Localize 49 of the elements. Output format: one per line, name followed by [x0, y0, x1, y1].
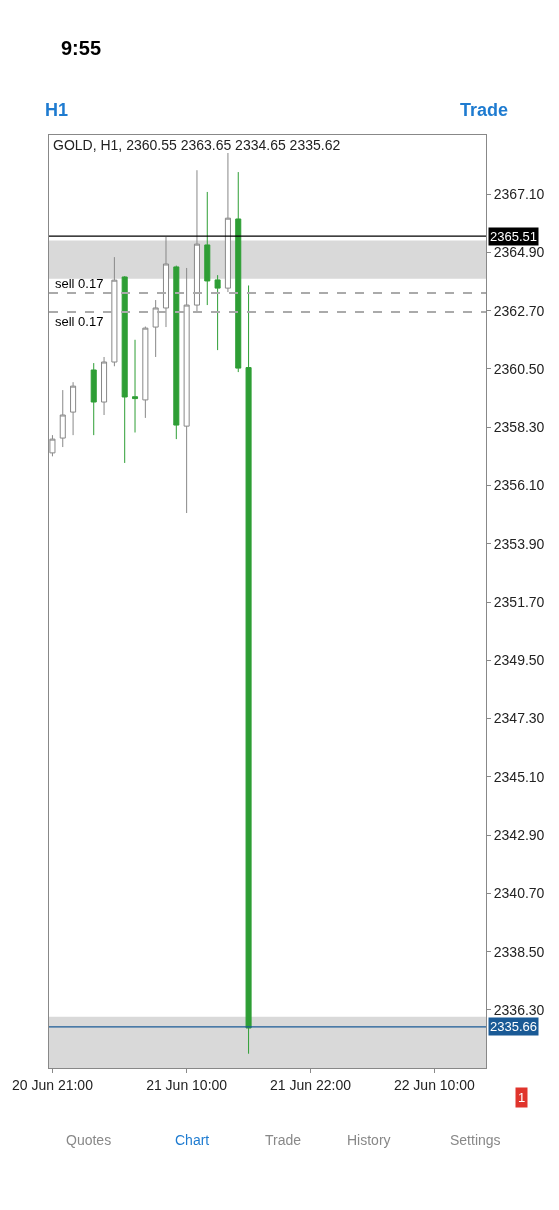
candlestick [235, 171, 242, 373]
y-tick-label: 2367.10 [493, 185, 545, 202]
y-tick-label: 2364.90 [493, 244, 545, 261]
candlestick [245, 284, 252, 1055]
candlestick [162, 236, 170, 328]
candlestick [204, 191, 211, 306]
x-tick-label: 22 Jun 10:00 [393, 1076, 476, 1093]
y-tick-label: 2345.10 [493, 768, 545, 785]
text: Settings [450, 1132, 501, 1148]
text: 1 [518, 1090, 526, 1105]
candlestick [193, 169, 200, 314]
text: History [347, 1132, 391, 1148]
ref-line-label: sell 0.17 [55, 314, 104, 329]
y-tick-label: 2356.10 [493, 477, 545, 494]
y-tick-label: 2362.70 [493, 302, 545, 319]
y-tick-label: 2358.30 [493, 419, 545, 436]
y-tick-label: 2351.70 [493, 593, 545, 610]
candlestick [90, 362, 97, 436]
x-tick-label: 20 Jun 21:00 [11, 1076, 94, 1093]
candlestick [183, 267, 190, 514]
y-tick-label: 2349.50 [493, 652, 545, 669]
ref-line-label: 2335.66 [490, 1019, 537, 1034]
text: Chart [175, 1132, 210, 1148]
candlestick [121, 275, 128, 464]
candlestick [173, 265, 180, 440]
text: Trade [265, 1132, 302, 1148]
chart-title: GOLD, H1, 2360.55 2363.65 2334.65 2335.62 [53, 137, 341, 153]
candlestick [142, 326, 149, 419]
ref-line-label: 2365.51 [490, 229, 537, 244]
ref-line-label: sell 0.17 [55, 276, 104, 291]
x-tick-label: 21 Jun 10:00 [146, 1076, 228, 1093]
y-tick-label: 2340.70 [493, 885, 545, 902]
text: Quotes [66, 1132, 112, 1148]
y-tick-label: 2336.30 [493, 1001, 545, 1018]
x-tick-label: 21 Jun 22:00 [270, 1076, 352, 1093]
candlestick [111, 256, 118, 367]
text: Trade [460, 100, 509, 120]
y-tick-label: 2353.90 [493, 535, 545, 552]
y-tick-label: 2338.50 [493, 943, 545, 960]
candlestick [131, 339, 139, 433]
y-tick-label: 2360.50 [493, 360, 545, 377]
text: 9:55 [61, 37, 102, 59]
candlestick [214, 274, 221, 351]
y-tick-label: 2342.90 [493, 827, 545, 844]
candlestick [101, 356, 108, 416]
candlestick [224, 152, 231, 293]
y-tick-label: 2347.30 [493, 710, 545, 727]
candlestick [152, 299, 159, 358]
text: H1 [45, 100, 69, 120]
